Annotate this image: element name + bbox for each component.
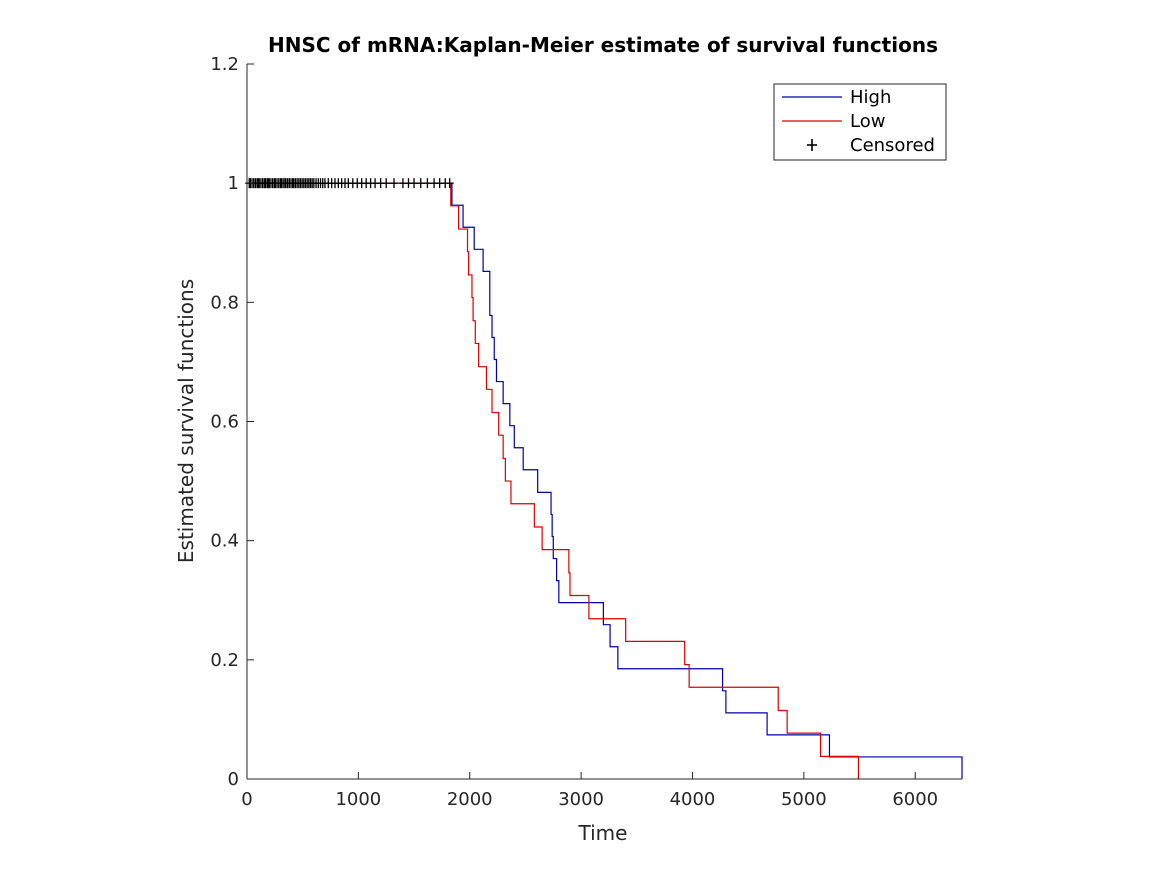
legend-entry-high: High	[782, 87, 891, 108]
series-line-low	[247, 182, 860, 779]
legend-label: Low	[850, 111, 885, 132]
legend-label: Censored	[850, 135, 935, 156]
y-tick-label: 0.6	[210, 412, 239, 433]
x-tick-label: 0	[241, 789, 252, 810]
y-axis: 0 0.2 0.4 0.6 0.8 1 1.2	[210, 54, 254, 790]
x-tick-label: 3000	[558, 789, 604, 810]
y-tick-label: 0.4	[210, 531, 239, 552]
censored-marker	[390, 178, 399, 189]
y-tick-label: 0.8	[210, 292, 239, 313]
series-line-high	[247, 182, 963, 779]
x-tick-label: 1000	[335, 789, 381, 810]
censored-marker	[416, 178, 425, 189]
legend-entry-low: Low	[782, 111, 885, 132]
x-tick-label: 2000	[447, 789, 493, 810]
x-axis: 0 1000 2000 3000 4000 5000 6000	[241, 772, 962, 810]
x-axis-label: Time	[578, 821, 628, 845]
censored-marker	[410, 178, 419, 189]
x-tick-label: 5000	[781, 789, 827, 810]
censored-marker	[382, 178, 391, 189]
legend: High Low Censored	[773, 83, 947, 161]
legend-entry-censored: Censored	[807, 135, 935, 156]
y-tick-label: 0	[228, 769, 239, 790]
chart-title: HNSC of mRNA:Kaplan-Meier estimate of su…	[268, 33, 938, 57]
x-tick-label: 6000	[892, 789, 938, 810]
y-tick-label: 1	[228, 173, 239, 194]
legend-label: High	[850, 87, 891, 108]
x-tick-label: 4000	[670, 789, 716, 810]
y-tick-label: 1.2	[210, 54, 239, 75]
y-tick-label: 0.2	[210, 650, 239, 671]
censored-marker	[445, 178, 454, 189]
censored-marker	[423, 178, 432, 189]
y-axis-label: Estimated survival functions	[174, 279, 198, 563]
